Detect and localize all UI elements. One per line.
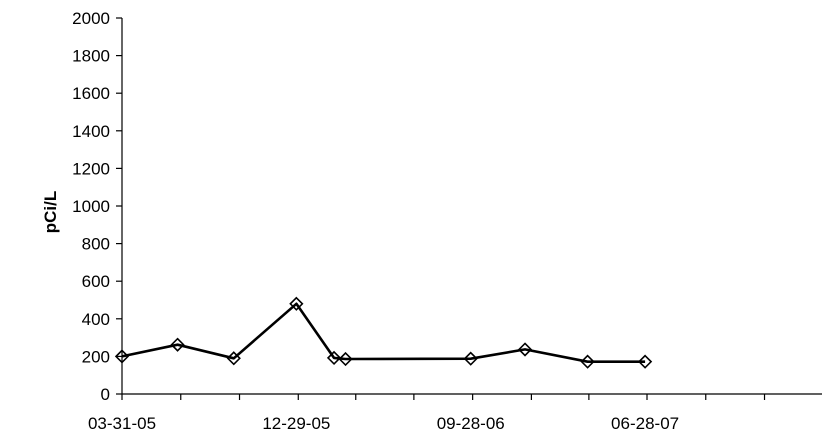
data-point-marker	[517, 342, 533, 357]
y-tick-label: 800	[82, 235, 110, 254]
y-tick-label: 1600	[72, 84, 110, 103]
x-axis: 03-31-05 12-29-05 09-28-06 06-28-07	[88, 393, 822, 433]
y-tick-label: 1400	[72, 122, 110, 141]
data-point-marker	[580, 354, 595, 369]
x-tick-label: 12-29-05	[262, 414, 330, 433]
y-tick-label: 200	[82, 347, 110, 366]
series-group	[114, 296, 653, 369]
x-tick-label: 09-28-06	[437, 414, 505, 433]
y-axis: 0 200 400 600 800 1000 1200 1400 1600 1800 2000	[72, 9, 123, 404]
data-point-marker	[463, 351, 478, 366]
x-tick-label: 06-28-07	[611, 414, 679, 433]
y-axis-title: pCi/L	[41, 191, 60, 234]
data-point-marker	[226, 351, 241, 366]
y-tick-label: 1200	[72, 159, 110, 178]
y-tick-label: 1000	[72, 197, 110, 216]
series-line	[121, 302, 646, 364]
y-tick-label: 1800	[72, 47, 110, 66]
data-point-marker	[289, 296, 304, 311]
data-point-marker	[338, 351, 353, 367]
x-tick-label: 03-31-05	[88, 414, 156, 433]
data-point-marker	[170, 337, 185, 352]
y-tick-label: 2000	[72, 9, 110, 28]
data-point-marker	[114, 349, 130, 364]
y-tick-label: 0	[101, 385, 110, 404]
y-tick-label: 600	[82, 272, 110, 291]
data-point-marker	[326, 350, 342, 366]
data-point-marker	[637, 354, 653, 369]
y-tick-label: 400	[82, 310, 110, 329]
